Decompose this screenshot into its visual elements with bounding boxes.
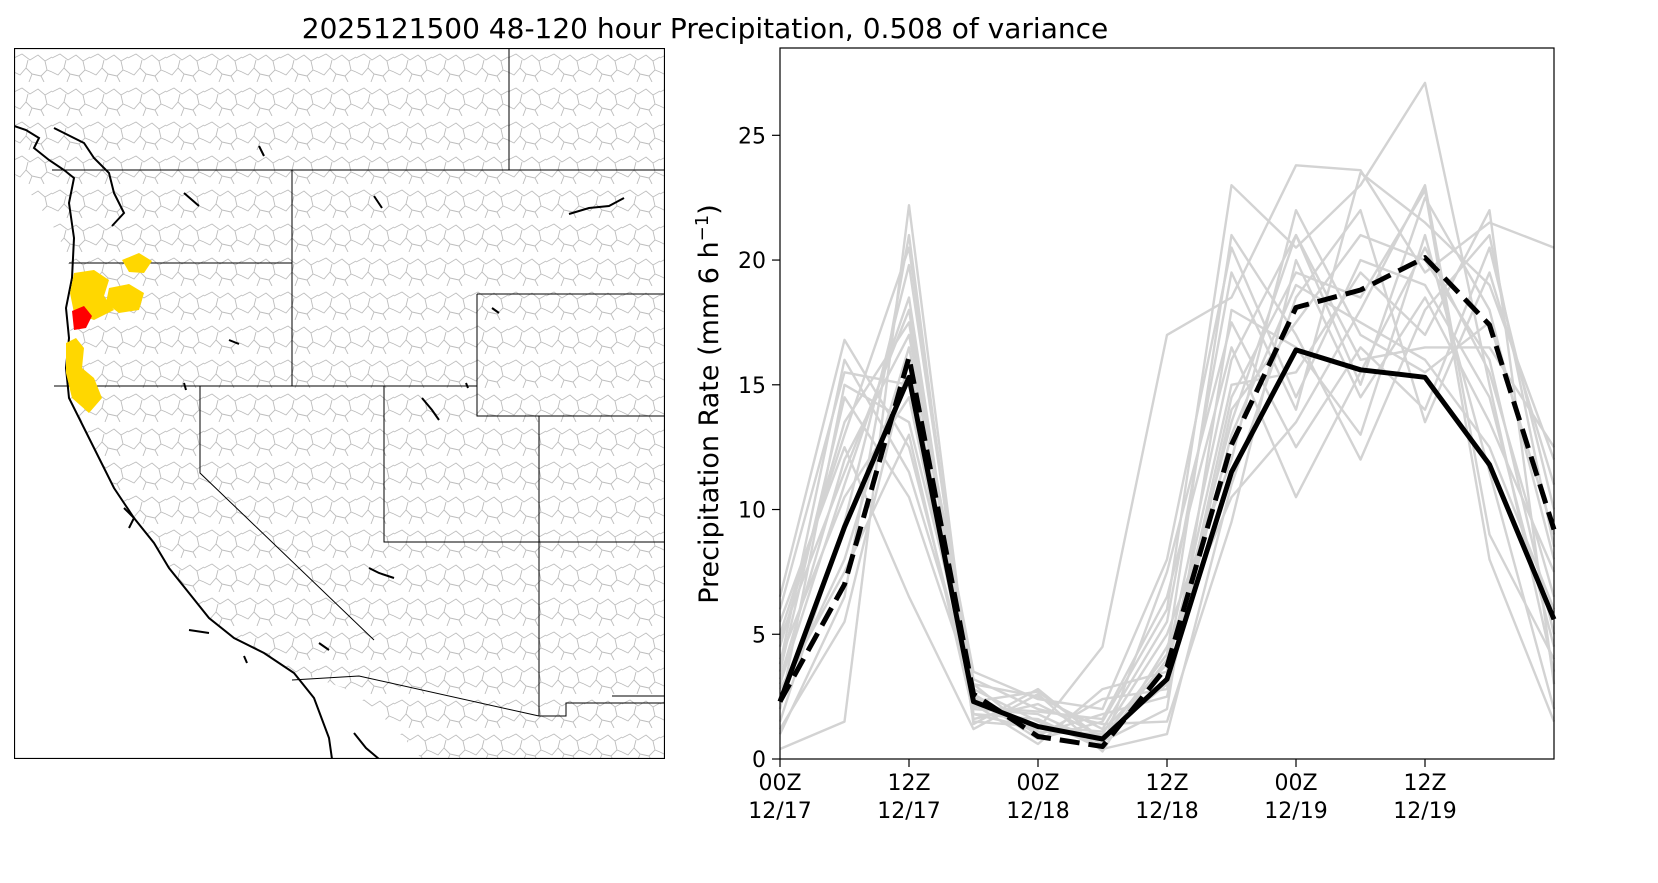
x-tick-label-date: 12/18 <box>1135 799 1198 824</box>
red-basin <box>72 306 92 330</box>
ensemble-member-line <box>778 188 1556 738</box>
x-tick-label-date: 12/18 <box>1006 799 1069 824</box>
ensemble-member-line <box>778 258 1556 726</box>
ensemble-member-line <box>778 208 1556 746</box>
x-tick-label-date: 12/19 <box>1393 799 1456 824</box>
x-tick-label-date: 12/19 <box>1264 799 1327 824</box>
ensemble-member-line <box>778 171 1556 731</box>
y-tick-label: 5 <box>752 623 766 648</box>
highlighted-basins <box>66 253 152 413</box>
ensemble-lines <box>778 81 1556 753</box>
x-tick-label-date: 12/17 <box>877 799 940 824</box>
x-tick-label-time: 00Z <box>1016 771 1059 796</box>
solid-mean-line <box>777 347 1557 742</box>
yellow-basins-south <box>66 338 102 413</box>
y-axis-label: Precipitation Rate (mm 6 h−1) <box>692 204 726 604</box>
ensemble-member-line <box>778 233 1556 733</box>
x-tick-label-time: 00Z <box>1274 771 1317 796</box>
figure-title: 2025121500 48-120 hour Precipitation, 0.… <box>301 12 1109 45</box>
y-tick-label: 10 <box>738 499 766 524</box>
ensemble-member-line <box>778 233 1556 736</box>
yellow-basins-east <box>106 253 152 313</box>
x-tick-label-time: 12Z <box>887 771 930 796</box>
x-axis: 00Z 12/17 12Z 12/17 00Z 12/18 12Z 12/18 00Z 12/19… <box>748 759 1457 824</box>
ensemble-member-line <box>778 208 1556 751</box>
y-axis: 0 5 10 15 20 25 <box>738 124 780 773</box>
ensemble-member-line <box>778 183 1556 753</box>
map-frame <box>14 48 665 759</box>
ensemble-member-line <box>778 246 1556 748</box>
x-tick-label-time: 12Z <box>1403 771 1446 796</box>
state-borders <box>52 48 665 717</box>
basin-map <box>14 48 665 759</box>
x-tick-label-date: 12/17 <box>748 799 811 824</box>
ensemble-member-line <box>778 233 1556 741</box>
x-tick-label-time: 12Z <box>1145 771 1188 796</box>
ensemble-member-line <box>778 233 1556 743</box>
ensemble-member-line <box>778 208 1556 736</box>
x-tick-label-time: 00Z <box>758 771 801 796</box>
ensemble-member-line <box>778 246 1556 711</box>
ensemble-member-line <box>778 81 1556 741</box>
ensemble-member-line <box>778 196 1556 746</box>
y-tick-label: 15 <box>738 374 766 399</box>
y-tick-label: 20 <box>738 249 766 274</box>
coastline <box>14 125 625 759</box>
y-tick-label: 0 <box>752 748 766 773</box>
ensemble-member-line <box>778 283 1556 738</box>
dashed-mean-line <box>777 255 1557 749</box>
main-lines <box>777 255 1557 749</box>
ensemble-member-line <box>779 164 1555 751</box>
plot-frame <box>779 47 1555 760</box>
ensemble-member-line <box>778 246 1556 721</box>
y-tick-label: 25 <box>738 124 766 149</box>
land-basins <box>14 48 665 759</box>
